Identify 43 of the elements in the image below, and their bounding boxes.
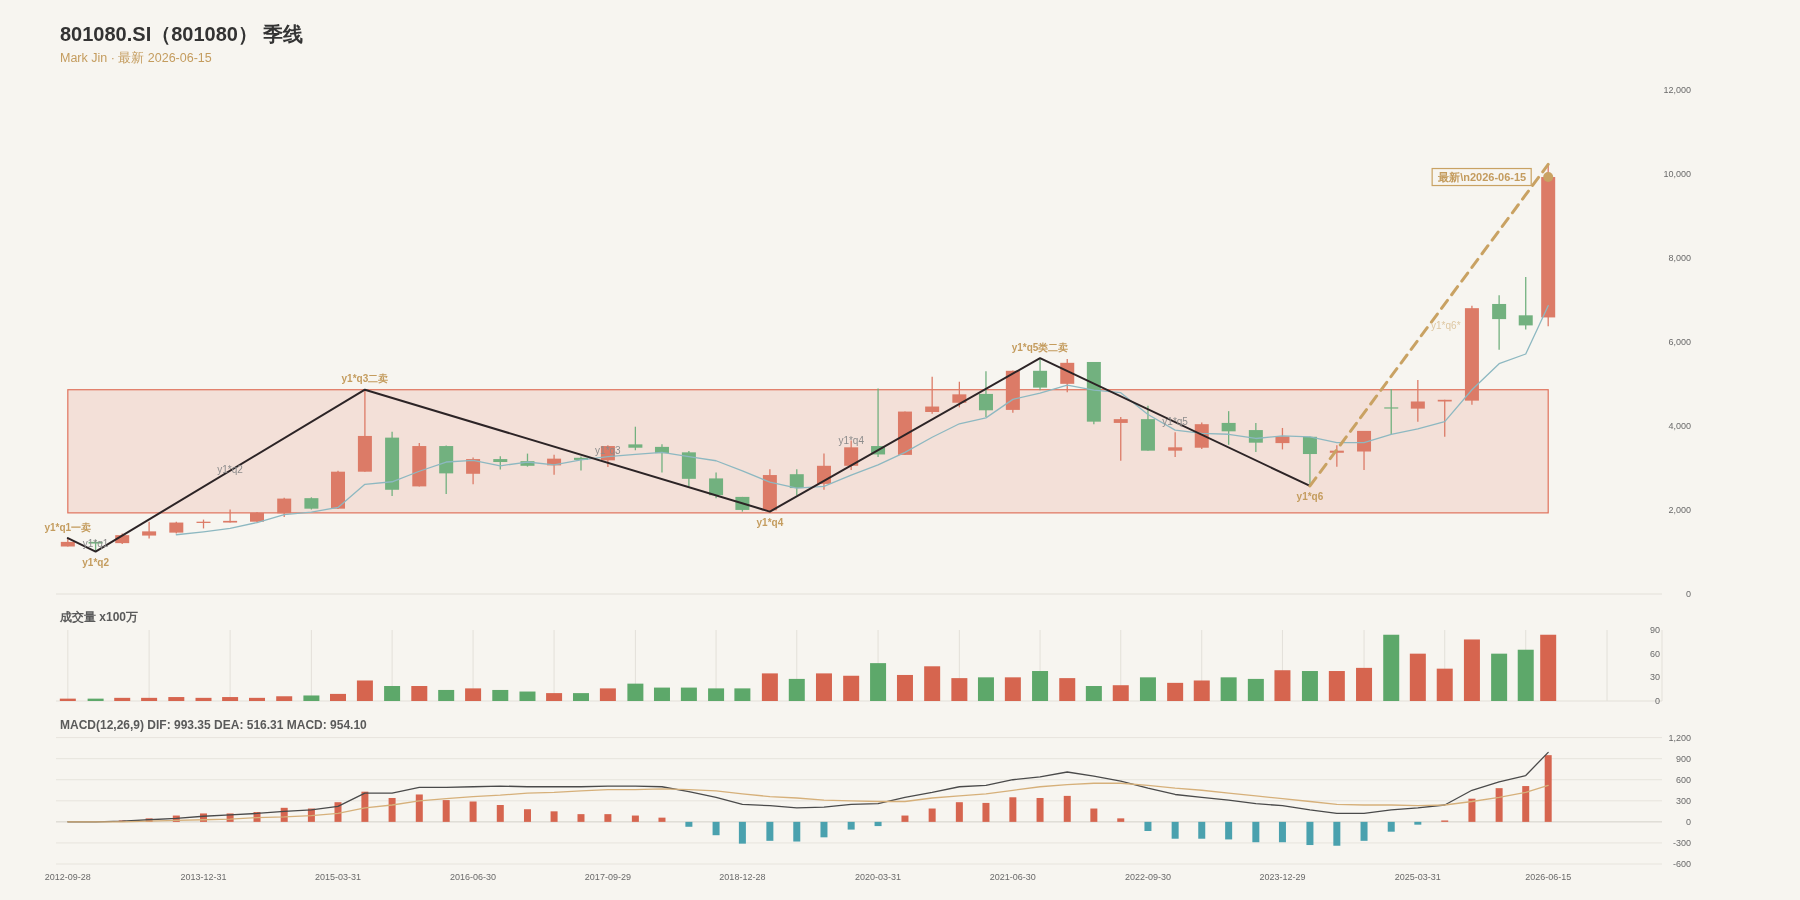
y-tick-label: 60 [1649, 648, 1660, 659]
x-tick-label: 2012-09-28 [44, 872, 91, 882]
y-tick-label: 90 [1649, 625, 1660, 635]
x-tick-label: 2025-03-31 [1394, 872, 1441, 882]
y-tick-label: 0 [1685, 816, 1691, 827]
y-tick-label: 600 [1675, 774, 1691, 785]
data-label: y1*q1一卖 [44, 521, 92, 533]
y-tick-label: -300 [1672, 837, 1691, 848]
x-tick-label: 2021-06-30 [989, 872, 1036, 882]
y-tick-label: 4,000 [1668, 420, 1691, 431]
y-tick-label: 0 [1654, 696, 1660, 706]
y-tick-label: 0 [1685, 589, 1691, 599]
x-tick-label: 2023-12-29 [1259, 872, 1306, 882]
y-tick-label: 8,000 [1668, 252, 1691, 263]
data-label: y1*q5类二卖 [1011, 341, 1069, 353]
data-label: y1*q2 [82, 557, 110, 569]
y-tick-label: 300 [1675, 795, 1691, 806]
data-label: 最新\n2026-06-15 [1437, 171, 1527, 184]
x-tick-label: 2016-06-30 [450, 872, 497, 882]
data-label: y1*q6 [1296, 491, 1324, 503]
series-label: y1*q6* [1431, 319, 1461, 331]
y-tick-label: 1,200 [1668, 732, 1691, 743]
chart-title: MACD(12,26,9) DIF: 993.35 DEA: 516.31 MACD: 954.10 [60, 718, 368, 732]
annotation: y1*q4 [838, 435, 865, 447]
y-tick-label: 30 [1649, 672, 1660, 683]
y-tick-label: 2,000 [1668, 504, 1691, 515]
x-tick-label: 2013-12-31 [180, 872, 227, 882]
x-tick-label: 2018-12-28 [719, 872, 766, 882]
y-tick-label: 12,000 [1663, 84, 1691, 95]
data-label: y1*q3二卖 [341, 373, 389, 385]
x-tick-label: 2026-06-15 [1525, 872, 1572, 882]
y-tick-label: -600 [1672, 859, 1691, 869]
x-tick-label: 2020-03-31 [855, 872, 902, 882]
data-label: y1*q4 [756, 517, 784, 529]
chart-title: 成交量 x100万 [59, 610, 139, 624]
x-tick-label: 2022-09-30 [1124, 872, 1171, 882]
x-tick-label: 2017-09-29 [584, 872, 631, 882]
chart-subtitle: Mark Jin · 最新 2026-06-15 [60, 51, 212, 65]
y-tick-label: 900 [1675, 753, 1691, 764]
chart-title: 801080.SI（801080） 季线 [60, 23, 304, 45]
y-tick-label: 6,000 [1668, 336, 1691, 347]
x-tick-label: 2015-03-31 [314, 872, 362, 882]
y-tick-label: 10,000 [1663, 168, 1691, 179]
